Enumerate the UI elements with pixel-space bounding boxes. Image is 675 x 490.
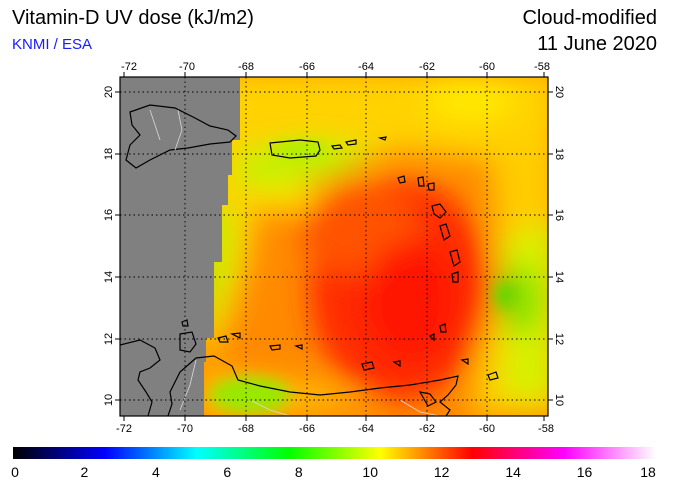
- lat-label: 20: [103, 86, 115, 98]
- colorbar-tick-label: 12: [433, 464, 450, 480]
- lon-labels-bottom: -72 -70 -68 -66 -64 -62 -60 -58: [116, 423, 554, 435]
- lon-label: -58: [534, 61, 550, 73]
- lon-label: -60: [479, 423, 495, 435]
- product-label: Cloud-modified: [522, 7, 657, 29]
- lon-labels-top: -72 -70 -68 -66 -64 -62 -60 -58: [121, 61, 550, 73]
- colorbar-gradient: [13, 447, 656, 459]
- lon-label: -64: [358, 423, 374, 435]
- uv-dose-map: -72 -70 -68 -66 -64 -62 -60 -58 -72 -70 …: [103, 61, 565, 435]
- colorbar-tick-label: 14: [505, 464, 521, 480]
- lat-label: 16: [103, 209, 115, 221]
- lat-label: 14: [553, 271, 565, 283]
- colorbar-tick-label: 8: [294, 464, 303, 480]
- colorbar-tick-label: 6: [223, 464, 232, 480]
- lon-label: -58: [538, 423, 554, 435]
- colorbar: [13, 447, 656, 459]
- colorbar-tick-label: 2: [80, 464, 89, 480]
- lon-label: -60: [479, 61, 495, 73]
- lat-label: 20: [553, 86, 565, 98]
- country-borders: [149, 109, 441, 416]
- date-label: 11 June 2020: [537, 33, 657, 55]
- lon-label: -72: [121, 61, 137, 73]
- lon-label: -70: [177, 423, 193, 435]
- graticule: [120, 77, 548, 416]
- lat-label: 18: [553, 148, 565, 160]
- colorbar-tick-label: 18: [640, 464, 656, 480]
- lat-label: 12: [103, 333, 115, 345]
- colorbar-tick-label: 0: [11, 464, 19, 480]
- lat-labels-left: 10 12 14 16 18 20: [103, 86, 115, 406]
- lat-label: 16: [553, 209, 565, 221]
- lat-label: 10: [103, 394, 115, 406]
- uv-field: [120, 77, 548, 416]
- map-frame: [119, 76, 549, 417]
- lat-labels-right: 10 12 14 16 18 20: [553, 86, 565, 406]
- lon-label: -68: [238, 423, 254, 435]
- lat-label: 14: [103, 271, 115, 283]
- lon-label: -64: [358, 61, 374, 73]
- colorbar-tick-label: 10: [362, 464, 379, 480]
- lon-label: -70: [179, 61, 195, 73]
- lat-label: 18: [103, 148, 115, 160]
- tick-marks: [115, 72, 553, 421]
- colorbar-tick-label: 4: [151, 464, 160, 480]
- lon-label: -66: [299, 61, 315, 73]
- organization-label: KNMI / ESA: [12, 36, 93, 53]
- lon-label: -62: [419, 423, 435, 435]
- colorbar-tick-label: 16: [576, 464, 593, 480]
- coastlines: [120, 104, 499, 416]
- lon-label: -72: [116, 423, 132, 435]
- lat-label: 10: [553, 394, 565, 406]
- map-title: Vitamin-D UV dose (kJ/m2): [12, 7, 254, 29]
- lat-label: 12: [553, 333, 565, 345]
- lon-label: -68: [238, 61, 254, 73]
- lon-label: -66: [299, 423, 315, 435]
- lon-label: -62: [419, 61, 435, 73]
